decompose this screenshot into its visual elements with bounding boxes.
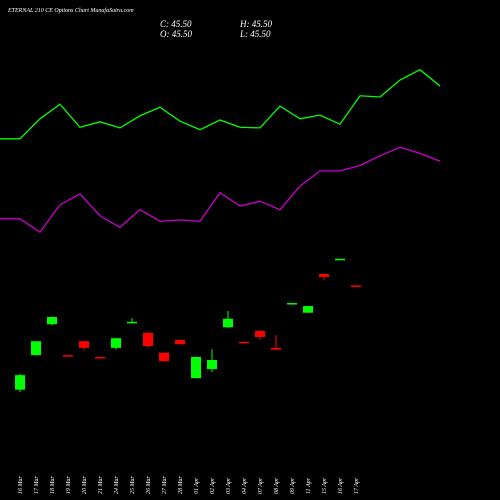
x-tick-label: 19 Mar: [66, 476, 72, 494]
ohlc-high: H: 45.50: [239, 19, 272, 29]
candle-body: [223, 318, 233, 328]
x-tick-label: 15 Apr: [322, 477, 328, 494]
candle-body: [239, 341, 249, 344]
candle-body: [79, 341, 89, 348]
candle-body: [127, 321, 137, 324]
candle-body: [303, 306, 313, 313]
candle-body: [47, 316, 57, 325]
candle-body: [319, 273, 329, 277]
x-tick-label: 21 Mar: [98, 476, 104, 494]
x-tick-label: 04 Apr: [241, 477, 248, 494]
candle-body: [95, 356, 105, 359]
chart-title: ETERNAL 210 CE Options Chart MunafaSutra…: [7, 7, 134, 14]
ohlc-low: L: 45.50: [239, 29, 271, 39]
candle-body: [207, 360, 217, 370]
x-tick-label: 09 Apr: [290, 477, 296, 494]
candle-body: [175, 340, 185, 345]
candle-body: [31, 341, 41, 356]
x-tick-label: 11 Apr: [306, 477, 312, 494]
x-tick-label: 20 Mar: [82, 476, 88, 494]
x-tick-label: 17 Mar: [34, 476, 40, 494]
indicator-line: [0, 68, 441, 140]
x-tick-label: 17 Apr: [354, 477, 360, 494]
x-tick-label: 27 Mar: [162, 476, 168, 494]
candle-body: [287, 303, 297, 305]
x-tick-label: 01 Apr: [194, 477, 200, 494]
candle-body: [15, 375, 25, 390]
indicator-line: [0, 146, 441, 234]
candle-body: [143, 332, 153, 347]
x-tick-label: 03 Apr: [226, 477, 232, 494]
x-tick-label: 16 Mar: [18, 476, 24, 494]
x-tick-label: 02 Apr: [210, 477, 216, 494]
candle-body: [159, 352, 169, 362]
ohlc-open: O: 45.50: [160, 29, 192, 39]
candle-body: [255, 330, 265, 337]
candle-body: [271, 347, 281, 350]
x-tick-label: 08 Apr: [274, 477, 280, 494]
x-tick-label: 16 Apr: [338, 477, 344, 494]
x-tick-label: 26 Mar: [146, 476, 152, 494]
candle-body: [191, 356, 201, 379]
ohlc-close: C: 45.50: [160, 19, 192, 29]
candle-body: [63, 355, 73, 357]
candle-body: [111, 338, 121, 348]
x-tick-label: 24 Mar: [113, 476, 120, 494]
x-tick-label: 25 Mar: [130, 476, 136, 494]
x-tick-label: 07 Apr: [258, 477, 264, 494]
x-tick-label: 28 Mar: [178, 476, 184, 494]
candle-body: [351, 285, 361, 287]
candle-body: [335, 258, 345, 261]
x-tick-label: 18 Mar: [50, 476, 56, 494]
